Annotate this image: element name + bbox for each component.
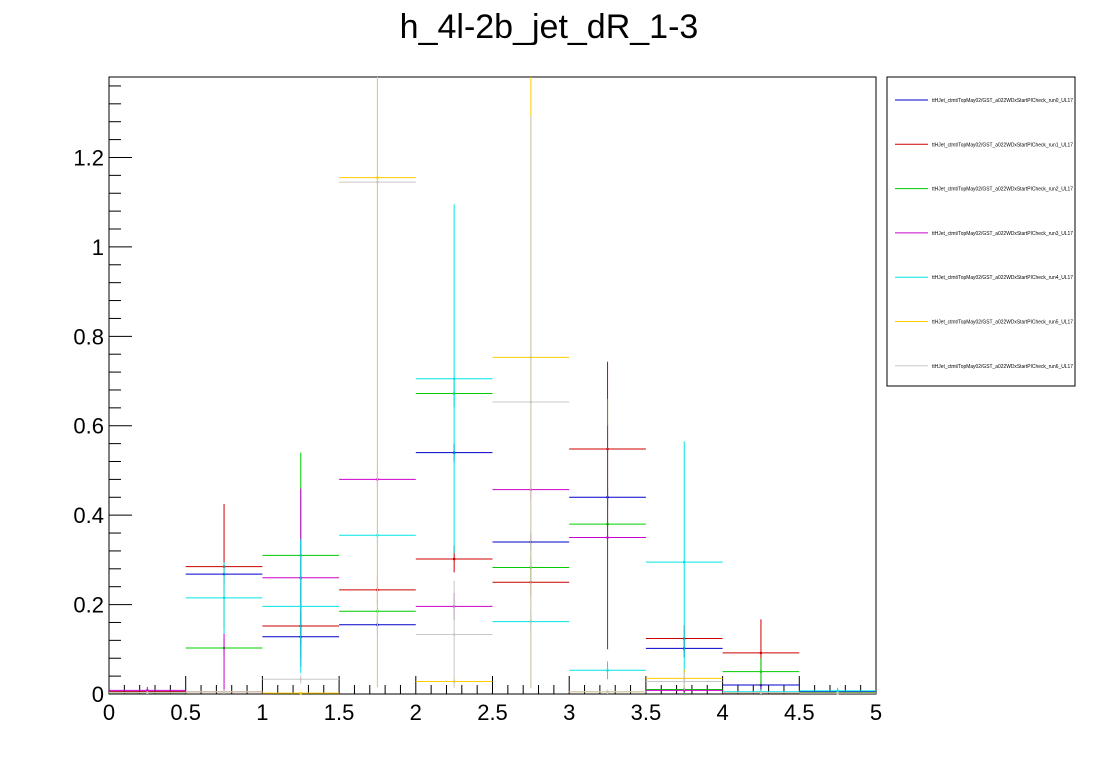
legend-entry: ttHJet_ctmt/TopMay02/GST_a022WDxStartPIC… xyxy=(895,142,1073,148)
y-tick-label: 0.2 xyxy=(73,593,104,618)
legend-label: ttHJet_ctmt/TopMay02/GST_a022WDxStartPIC… xyxy=(932,98,1073,104)
data-point xyxy=(299,677,303,681)
data-point xyxy=(682,560,686,564)
x-tick-label: 0.5 xyxy=(170,700,201,725)
y-axis: 0 0.2 0.4 0.6 0.8 1 1.2 xyxy=(73,85,132,707)
data-point xyxy=(836,691,839,695)
data-point xyxy=(606,536,609,539)
series-layer xyxy=(109,77,876,695)
y-tick-label: 1 xyxy=(92,235,104,260)
legend-label: ttHJet_ctmt/TopMay02/GST_a022WDxStartPIC… xyxy=(932,320,1073,326)
x-tick-label: 3 xyxy=(563,700,575,725)
x-tick-label: 0 xyxy=(103,700,115,725)
data-point xyxy=(222,690,226,694)
x-tick-label: 2 xyxy=(410,700,422,725)
x-axis: 0 0.5 1 1.5 2 2.5 3 3.5 4 4.5 5 xyxy=(103,676,882,725)
y-tick-label: 0 xyxy=(92,682,104,707)
y-tick-label: 1.2 xyxy=(73,145,104,170)
x-tick-label: 1 xyxy=(256,700,268,725)
x-tick-label: 1.5 xyxy=(324,700,355,725)
data-point xyxy=(759,670,763,673)
legend-entry: ttHJet_ctmt/TopMay02/GST_a022WDxStartPIC… xyxy=(895,364,1073,370)
x-tick-label: 4.5 xyxy=(784,700,815,725)
data-point xyxy=(452,557,456,561)
data-point xyxy=(299,605,303,608)
data-point xyxy=(759,651,763,655)
legend-label: ttHJet_ctmt/TopMay02/GST_a022WDxStartPIC… xyxy=(932,275,1073,281)
legend-entry: ttHJet_ctmt/TopMay02/GST_a022WDxStartPIC… xyxy=(895,187,1073,193)
data-point xyxy=(759,691,763,694)
legend-entry: ttHJet_ctmt/TopMay02/GST_a022WDxStartPIC… xyxy=(895,98,1073,104)
x-tick-label: 2.5 xyxy=(477,700,508,725)
data-point xyxy=(146,691,149,694)
legend-entry: ttHJet_ctmt/TopMay02/GST_a022WDxStartPIC… xyxy=(895,275,1073,281)
data-point xyxy=(529,400,533,404)
y-tick-label: 0.8 xyxy=(73,324,104,349)
x-tick-label: 5 xyxy=(870,700,882,725)
legend-entry: ttHJet_ctmt/TopMay02/GST_a022WDxStartPIC… xyxy=(895,231,1073,237)
legend-entry: ttHJet_ctmt/TopMay02/GST_a022WDxStartPIC… xyxy=(895,320,1073,326)
legend: ttHJet_ctmt/TopMay02/GST_a022WDxStartPIC… xyxy=(895,98,1073,370)
data-point xyxy=(376,180,379,184)
data-point xyxy=(452,633,456,636)
data-point xyxy=(606,690,609,694)
legend-label: ttHJet_ctmt/TopMay02/GST_a022WDxStartPIC… xyxy=(932,187,1073,193)
data-point xyxy=(452,377,456,381)
x-tick-label: 4 xyxy=(716,700,728,725)
y-tick-label: 0.4 xyxy=(73,503,104,528)
data-point xyxy=(836,689,839,693)
legend-box xyxy=(886,76,1076,387)
data-point xyxy=(299,691,303,695)
x-tick-label: 3.5 xyxy=(631,700,662,725)
y-tick-label: 0.6 xyxy=(73,414,104,439)
plot-frame xyxy=(108,76,877,695)
data-point xyxy=(222,596,226,600)
data-point xyxy=(146,689,149,692)
legend-label: ttHJet_ctmt/TopMay02/GST_a022WDxStartPIC… xyxy=(932,142,1073,148)
legend-label: ttHJet_ctmt/TopMay02/GST_a022WDxStartPIC… xyxy=(932,231,1073,237)
data-point xyxy=(682,680,686,683)
chart-title: h_4l-2b_jet_dR_1-3 xyxy=(400,8,699,46)
series-run6 xyxy=(109,77,876,695)
legend-label: ttHJet_ctmt/TopMay02/GST_a022WDxStartPIC… xyxy=(932,364,1073,370)
data-point xyxy=(606,669,609,672)
